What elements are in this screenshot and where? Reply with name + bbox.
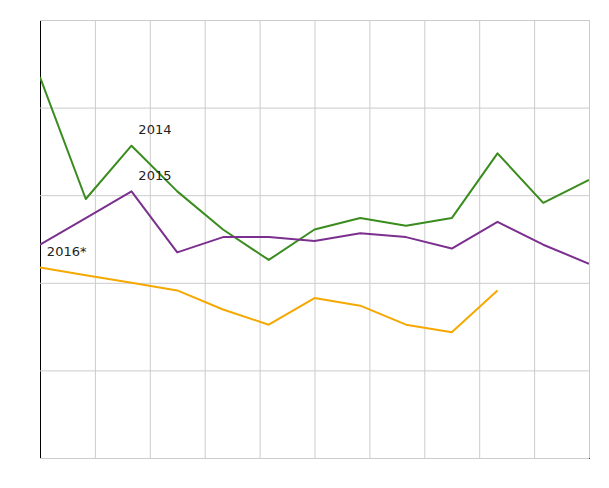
x-tick xyxy=(95,20,96,458)
lines xyxy=(40,77,589,332)
y-axis xyxy=(40,21,589,459)
x-tick xyxy=(424,20,425,458)
y-axis-line xyxy=(41,21,590,459)
x-grid-line xyxy=(205,20,206,458)
x-tick xyxy=(479,20,480,458)
y-tick xyxy=(40,20,589,21)
y-grid-line xyxy=(40,458,589,459)
x-tick xyxy=(315,20,316,458)
y-tick xyxy=(40,283,589,284)
annotation: 2014 xyxy=(138,122,171,137)
y-tick xyxy=(40,370,589,371)
x-tick xyxy=(260,20,261,458)
x-grid-line xyxy=(150,20,151,458)
x-axis xyxy=(41,20,590,459)
x-grid-line xyxy=(260,20,261,458)
y-grid-line xyxy=(40,20,589,21)
series-line xyxy=(40,191,589,263)
x-tick xyxy=(205,20,206,458)
y-grid-line xyxy=(40,283,589,284)
x-grid-line xyxy=(589,20,590,458)
y-grid-line xyxy=(40,108,589,109)
x-tick xyxy=(534,20,535,458)
y-tick xyxy=(40,108,589,109)
x-grid-line xyxy=(534,20,535,458)
x-tick xyxy=(150,20,151,458)
x-grid-line xyxy=(95,20,96,458)
series-line xyxy=(40,77,589,260)
x-grid-line xyxy=(424,20,425,458)
chart: 2014 2015 2016* xyxy=(0,0,609,488)
annotation: 2016* xyxy=(47,244,87,259)
y-tick xyxy=(40,458,589,459)
x-tick xyxy=(369,20,370,458)
x-axis-line xyxy=(41,20,590,459)
annotations: 2014 2015 2016* xyxy=(47,122,172,259)
x-tick xyxy=(589,20,590,458)
annotation: 2015 xyxy=(138,168,171,183)
series-line xyxy=(40,268,498,333)
x-grid-line xyxy=(479,20,480,458)
plot-area: 2014 2015 2016* xyxy=(40,20,590,459)
x-grid-line xyxy=(369,20,370,458)
x-grid-line xyxy=(315,20,316,458)
y-grid-line xyxy=(40,370,589,371)
